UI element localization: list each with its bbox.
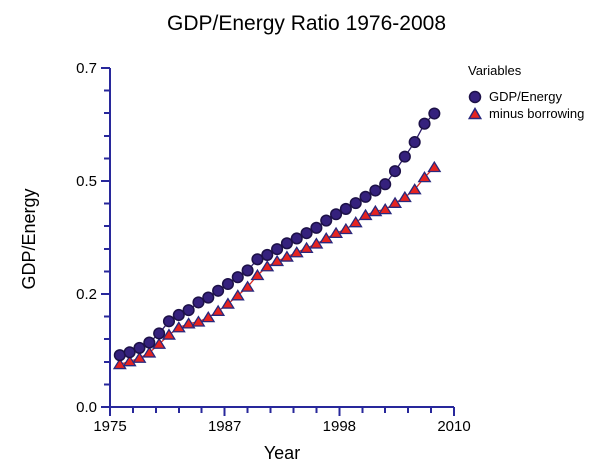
series-gdp-energy-marker — [271, 243, 284, 256]
series-gdp-energy-marker — [153, 327, 166, 340]
series-minus-borrowing-marker — [427, 160, 442, 173]
series-minus-borrowing-marker — [407, 183, 422, 195]
series-gdp-energy-marker — [428, 107, 441, 120]
y-tick-label: 0.2 — [76, 286, 97, 303]
series-gdp-energy-marker — [359, 190, 372, 203]
series-gdp-energy-marker — [320, 214, 333, 227]
series-gdp-energy-marker — [162, 315, 176, 328]
series-gdp-energy-marker — [172, 308, 185, 322]
series-minus-borrowing-marker — [181, 317, 196, 329]
legend-item-label: minus borrowing — [489, 106, 585, 121]
y-tick-label: 0.0 — [76, 399, 97, 416]
series-minus-borrowing-marker — [240, 280, 255, 292]
series-gdp-energy-marker — [310, 221, 323, 234]
x-tick-label: 1975 — [93, 418, 126, 435]
series-minus-borrowing-marker — [152, 337, 167, 349]
x-tick-label: 1998 — [323, 418, 356, 435]
series-gdp-energy-marker — [330, 208, 343, 221]
series-minus-borrowing-marker — [397, 190, 412, 203]
series-minus-borrowing-marker — [211, 304, 226, 316]
legend-item-minus-borrowing: minus borrowing — [468, 105, 584, 122]
series-minus-borrowing-marker — [338, 222, 353, 235]
legend: Variables GDP/Energy minus borrowing — [468, 63, 584, 122]
series-gdp-energy-marker — [280, 237, 293, 250]
series-gdp-energy-marker — [349, 197, 362, 210]
series-minus-borrowing-marker — [289, 246, 304, 258]
series-minus-borrowing-marker — [378, 202, 393, 215]
series-minus-borrowing-marker — [299, 241, 314, 254]
legend-item-gdp-energy: GDP/Energy — [468, 88, 584, 105]
series-gdp-energy-marker — [388, 165, 402, 178]
series-minus-borrowing-marker — [220, 297, 235, 309]
legend-item-label: GDP/Energy — [489, 89, 562, 104]
series-minus-borrowing-marker — [329, 226, 344, 238]
series-gdp-energy-marker — [290, 232, 303, 245]
series-gdp-energy-marker — [212, 284, 225, 297]
series-minus-borrowing-marker — [388, 196, 402, 208]
series-minus-borrowing-marker — [348, 216, 363, 228]
series-gdp-energy-marker — [398, 150, 411, 163]
series-gdp-energy-marker — [192, 296, 205, 309]
series-minus-borrowing-marker — [142, 346, 157, 358]
series-gdp-energy-marker — [379, 178, 392, 191]
series-minus-borrowing-marker — [171, 321, 186, 333]
series-gdp-energy-marker — [339, 202, 352, 215]
y-axis-title: GDP/Energy — [19, 188, 39, 290]
series-gdp-energy-marker — [202, 291, 215, 304]
series-minus-borrowing-marker — [201, 310, 216, 323]
series-minus-borrowing-marker — [191, 315, 206, 327]
series-gdp-energy-marker — [133, 341, 146, 354]
series-minus-borrowing-marker — [230, 289, 245, 301]
series-gdp-energy-marker — [182, 304, 195, 317]
series-minus-borrowing-marker — [270, 254, 285, 267]
x-tick-label: 1987 — [208, 418, 241, 435]
series-minus-borrowing-marker — [112, 357, 127, 370]
series-gdp-energy-marker — [251, 253, 264, 266]
series-gdp-energy-marker — [143, 336, 156, 349]
triangle-marker-icon — [468, 106, 482, 119]
chart-title: GDP/Energy Ratio 1976-2008 — [167, 12, 446, 35]
series-gdp-energy-marker — [418, 117, 431, 130]
series-gdp-energy-marker — [241, 264, 254, 277]
series-minus-borrowing-marker — [358, 208, 373, 221]
legend-title: Variables — [468, 63, 522, 78]
series-gdp-energy-marker — [113, 349, 126, 362]
series-gdp-energy-marker — [221, 277, 234, 291]
series-gdp-energy-marker — [123, 346, 136, 359]
x-axis-title: Year — [263, 443, 301, 463]
series-gdp-energy-marker — [231, 271, 244, 284]
series-minus-borrowing-marker — [279, 250, 294, 262]
series-gdp-energy-marker — [261, 248, 274, 261]
y-tick-label: 0.5 — [76, 173, 97, 190]
series-minus-borrowing-marker — [162, 328, 176, 340]
circle-marker-icon — [468, 90, 482, 103]
series-minus-borrowing-marker — [122, 355, 137, 367]
series-gdp-energy-marker — [300, 227, 313, 240]
series-minus-borrowing-marker — [368, 204, 383, 217]
series-gdp-energy-marker — [369, 184, 382, 197]
series-gdp-energy-marker — [408, 136, 421, 149]
x-tick-label: 2010 — [437, 418, 470, 435]
series-minus-borrowing-marker — [250, 268, 265, 281]
series-minus-borrowing-marker — [417, 171, 432, 183]
y-tick-label: 0.7 — [76, 60, 97, 77]
